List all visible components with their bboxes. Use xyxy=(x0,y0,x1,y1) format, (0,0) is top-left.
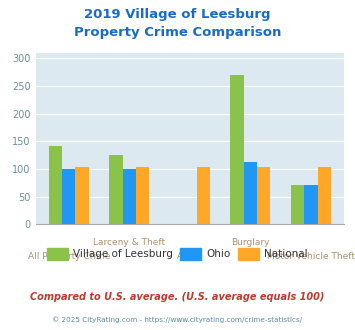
Bar xyxy=(123,169,136,224)
Text: Property Crime Comparison: Property Crime Comparison xyxy=(74,26,281,39)
Bar xyxy=(136,167,149,224)
Bar xyxy=(76,167,89,224)
Bar xyxy=(49,146,62,224)
Bar xyxy=(318,167,331,224)
Bar xyxy=(244,162,257,224)
Text: 2019 Village of Leesburg: 2019 Village of Leesburg xyxy=(84,8,271,21)
Legend: Village of Leesburg, Ohio, National: Village of Leesburg, Ohio, National xyxy=(43,244,312,264)
Bar xyxy=(257,167,271,224)
Text: Larceny & Theft: Larceny & Theft xyxy=(93,238,165,247)
Text: © 2025 CityRating.com - https://www.cityrating.com/crime-statistics/: © 2025 CityRating.com - https://www.city… xyxy=(53,317,302,323)
Bar xyxy=(62,169,76,224)
Text: All Property Crime: All Property Crime xyxy=(28,252,110,261)
Bar xyxy=(291,185,304,224)
Text: Motor Vehicle Theft: Motor Vehicle Theft xyxy=(267,252,355,261)
Text: Compared to U.S. average. (U.S. average equals 100): Compared to U.S. average. (U.S. average … xyxy=(30,292,325,302)
Bar xyxy=(109,155,123,224)
Bar xyxy=(197,167,210,224)
Text: Burglary: Burglary xyxy=(231,238,270,247)
Bar xyxy=(230,75,244,224)
Text: Arson: Arson xyxy=(177,252,203,261)
Bar xyxy=(304,184,318,224)
